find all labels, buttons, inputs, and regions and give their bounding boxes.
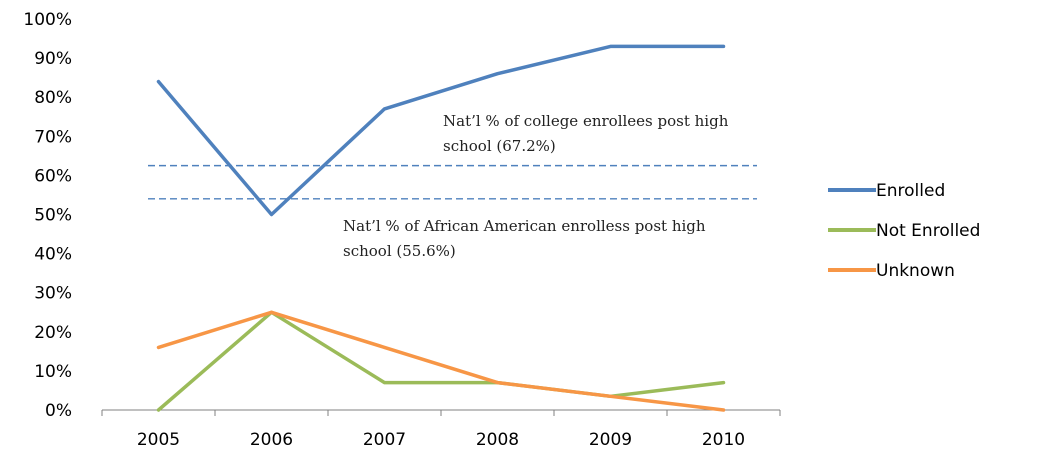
y-tick-label-30: 30% — [34, 284, 72, 304]
reference-lines — [148, 164, 757, 200]
y-axis-tick-labels: 0% 10% 20% 30% 40% 50% 60% 70% 80% 90% 100% — [23, 10, 72, 421]
reference-label-1-line-1: Nat’l % of college enrollees post high — [443, 112, 729, 130]
reference-label-2-line-1: Nat’l % of African American enrolless po… — [343, 217, 706, 235]
y-tick-label-0: 0% — [45, 401, 72, 421]
reference-label-2-line-2: school (55.6%) — [343, 242, 456, 260]
x-tick-label-2005: 2005 — [137, 430, 180, 450]
series-line-unknown — [156, 310, 726, 412]
x-tick-label-2007: 2007 — [363, 430, 406, 450]
series-lines — [156, 44, 726, 412]
legend: Enrolled Not Enrolled Unknown — [828, 181, 980, 281]
legend-label-enrolled: Enrolled — [876, 181, 945, 201]
x-tick-label-2010: 2010 — [702, 430, 745, 450]
y-tick-label-10: 10% — [34, 362, 72, 382]
y-tick-label-40: 40% — [34, 245, 72, 265]
y-tick-label-80: 80% — [34, 88, 72, 108]
y-tick-label-100: 100% — [23, 10, 72, 30]
x-tick-label-2008: 2008 — [476, 430, 519, 450]
y-tick-label-50: 50% — [34, 206, 72, 226]
y-tick-label-60: 60% — [34, 166, 72, 186]
x-tick-label-2009: 2009 — [589, 430, 632, 450]
legend-label-unknown: Unknown — [876, 261, 955, 281]
legend-label-not-enrolled: Not Enrolled — [876, 221, 980, 241]
series-line-not-enrolled — [156, 310, 726, 412]
x-axis — [101, 409, 781, 416]
reference-annotations: Nat’l % of college enrollees post high sc… — [343, 112, 729, 260]
y-tick-label-70: 70% — [34, 127, 72, 147]
x-axis-tick-labels: 2005 2006 2007 2008 2009 2010 — [137, 430, 745, 450]
x-tick-label-2006: 2006 — [250, 430, 293, 450]
series-line-enrolled — [156, 44, 726, 217]
y-tick-label-20: 20% — [34, 323, 72, 343]
reference-label-1-line-2: school (67.2%) — [443, 137, 556, 155]
y-tick-label-90: 90% — [34, 49, 72, 69]
